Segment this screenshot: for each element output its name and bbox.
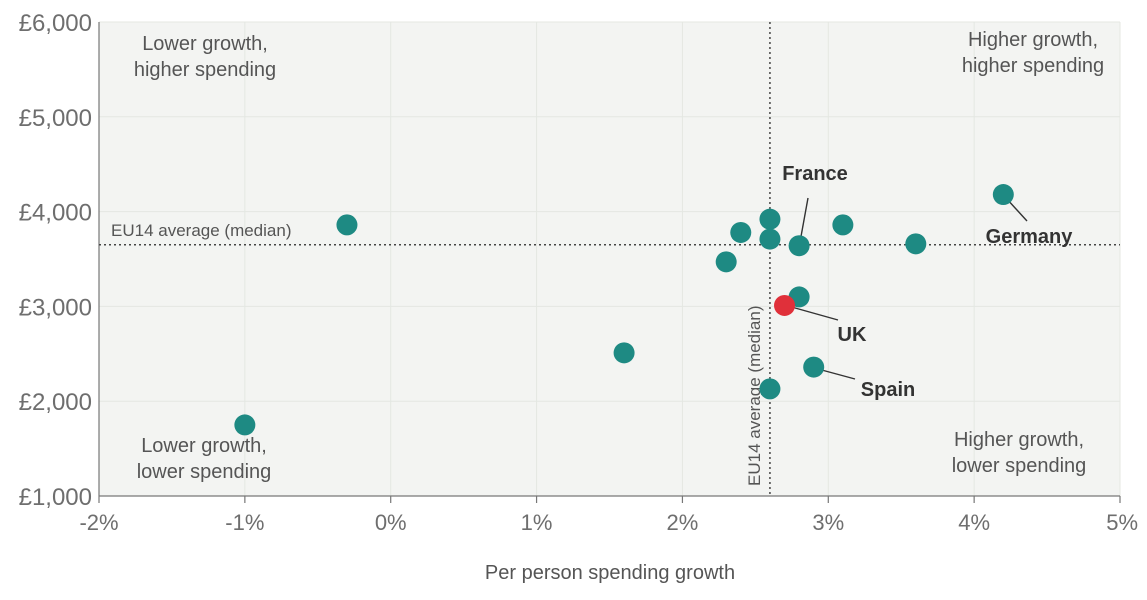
point-uk	[774, 294, 796, 316]
horizontal-average-label: EU14 average (median)	[111, 221, 291, 240]
data-point	[715, 251, 737, 273]
callout-labels: France Spain Germany UK	[782, 163, 1073, 401]
x-tick-label: 3%	[812, 510, 844, 535]
data-point	[759, 378, 781, 400]
y-tick-label: £5,000	[19, 105, 92, 132]
x-axis-label: Per person spending growth	[485, 562, 735, 584]
x-tick-label: 5%	[1106, 510, 1138, 535]
spain-label: Spain	[861, 379, 915, 401]
plot-background	[99, 22, 1120, 496]
y-tick-label: £1,000	[19, 484, 92, 511]
y-tick-label: £3,000	[19, 294, 92, 321]
data-point	[234, 414, 256, 436]
y-tick-label: £4,000	[19, 200, 92, 227]
reference-lines: EU14 average (median) EU14 average (media…	[99, 22, 1120, 496]
uk-label: UK	[838, 324, 867, 346]
vertical-average-label: EU14 average (median)	[745, 306, 764, 486]
data-point	[613, 342, 635, 364]
data-points	[234, 184, 1014, 436]
quadrant-label-bottom-right: Higher growth, lower spending	[952, 429, 1087, 477]
data-point	[759, 208, 781, 230]
quadrant-labels: Lower growth, higher spending Higher growt…	[134, 29, 1104, 483]
data-point	[730, 221, 752, 243]
quadrant-label-bottom-left: Lower growth, lower spending	[137, 435, 272, 483]
quadrant-label-top-right: Higher growth, higher spending	[962, 29, 1104, 77]
france-leader-line	[799, 197, 809, 243]
data-point	[905, 233, 927, 255]
axes: £1,000 £2,000 £3,000 £4,000 £5,000 £6,000 -2% -…	[19, 10, 1138, 535]
france-label: France	[782, 163, 848, 185]
y-tick-label: £2,000	[19, 389, 92, 416]
x-tick-label: -2%	[79, 510, 118, 535]
point-germany	[992, 184, 1014, 206]
gridlines	[99, 21, 1121, 496]
x-tick-label: -1%	[225, 510, 264, 535]
germany-label: Germany	[986, 226, 1074, 248]
quadrant-label-top-left: Lower growth, higher spending	[134, 33, 276, 81]
uk-leader-line	[787, 305, 839, 321]
point-france	[788, 235, 810, 257]
y-tick-label: £6,000	[19, 10, 92, 37]
x-tick-label: 0%	[375, 510, 407, 535]
spain-leader-line	[817, 368, 856, 380]
x-tick-label: 4%	[958, 510, 990, 535]
data-point	[832, 214, 854, 236]
data-point	[759, 228, 781, 250]
x-tick-label: 1%	[521, 510, 553, 535]
data-point	[336, 214, 358, 236]
point-spain	[803, 356, 825, 378]
x-tick-label: 2%	[667, 510, 699, 535]
